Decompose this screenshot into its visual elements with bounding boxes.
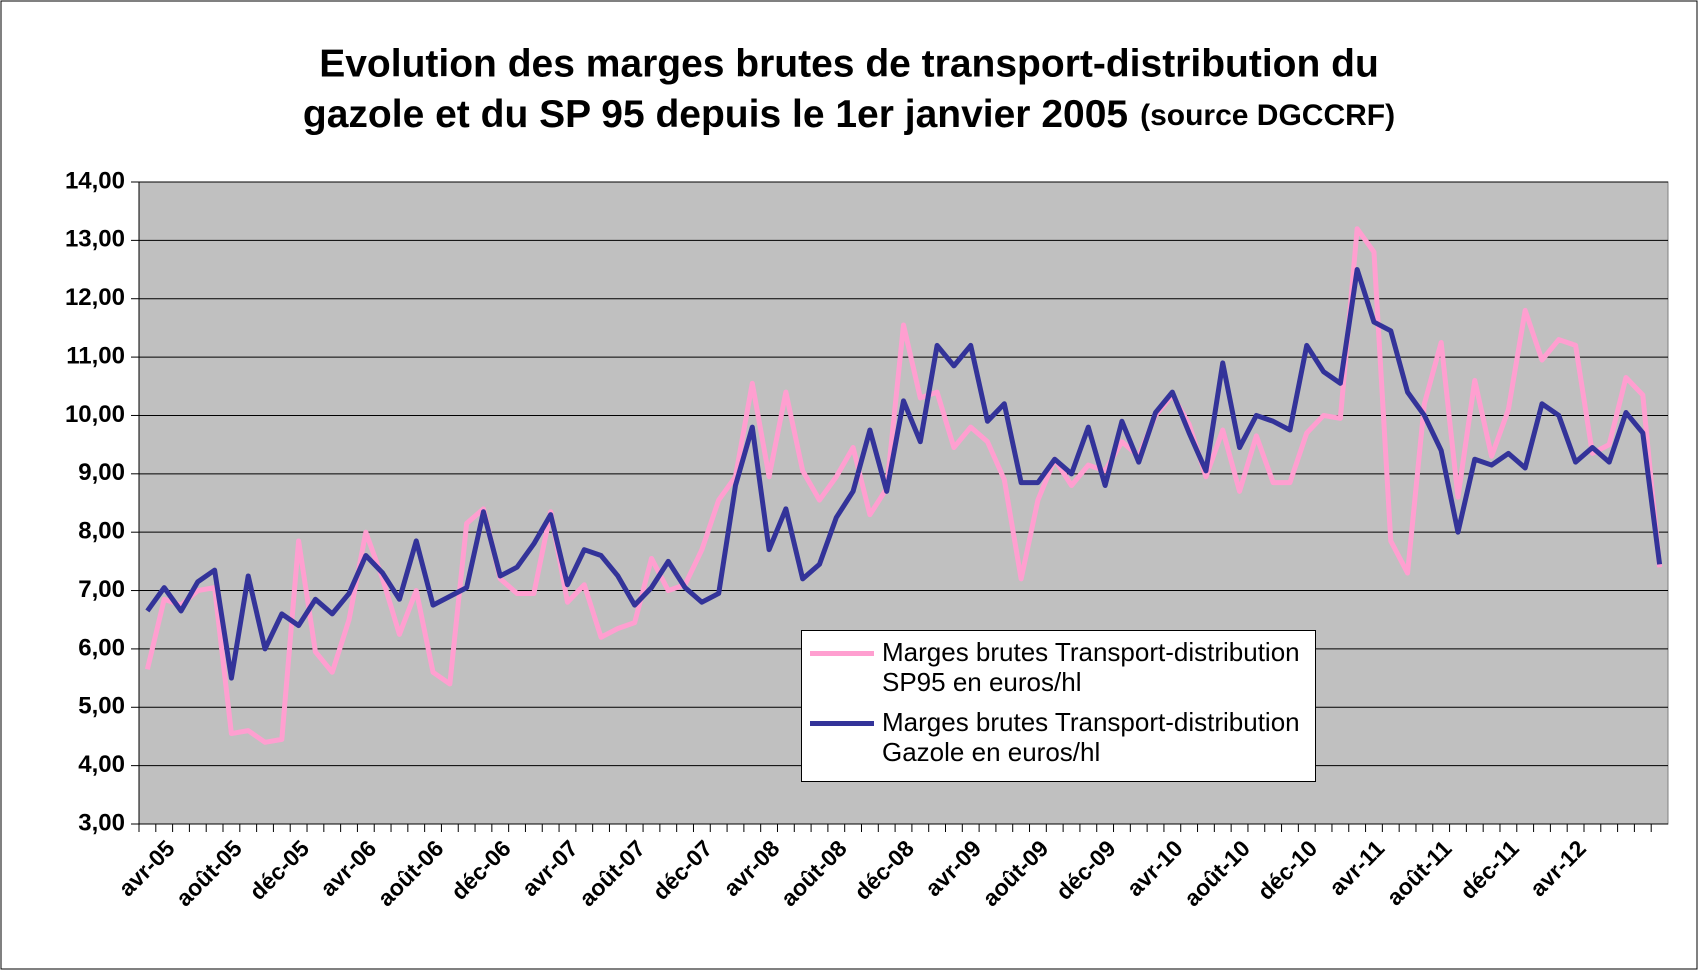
y-tick-label: 12,00 bbox=[65, 284, 125, 311]
legend-label: Marges brutes Transport-distribution SP9… bbox=[882, 637, 1300, 697]
series-line bbox=[144, 226, 1663, 745]
y-tick-label: 6,00 bbox=[78, 634, 125, 661]
y-tick-label: 9,00 bbox=[78, 459, 125, 486]
y-tick-label: 11,00 bbox=[66, 342, 125, 369]
y-tick-label: 3,00 bbox=[78, 809, 125, 836]
chart-source: (source DGCCRF) bbox=[1140, 99, 1395, 132]
legend-item: Marges brutes Transport-distribution Gaz… bbox=[810, 707, 1312, 767]
y-tick-label: 4,00 bbox=[78, 751, 125, 778]
chart-title: Evolution des marges brutes de transport… bbox=[319, 42, 1379, 85]
legend-item: Marges brutes Transport-distribution SP9… bbox=[810, 637, 1312, 697]
series-line bbox=[145, 267, 1663, 681]
y-tick-label: 5,00 bbox=[78, 693, 125, 720]
legend: Marges brutes Transport-distribution SP9… bbox=[801, 630, 1316, 782]
legend-label: Marges brutes Transport-distribution Gaz… bbox=[882, 707, 1300, 767]
legend-swatch bbox=[810, 721, 874, 726]
y-tick-label: 14,00 bbox=[65, 167, 125, 194]
y-tick-label: 7,00 bbox=[78, 576, 125, 603]
y-tick-label: 10,00 bbox=[65, 401, 125, 428]
legend-swatch bbox=[810, 651, 874, 656]
chart-title: gazole et du SP 95 depuis le 1er janvier… bbox=[303, 93, 1395, 136]
y-tick-label: 8,00 bbox=[78, 518, 125, 545]
chart-title-line: gazole et du SP 95 depuis le 1er janvier… bbox=[303, 93, 1128, 136]
y-tick-label: 13,00 bbox=[65, 226, 125, 253]
